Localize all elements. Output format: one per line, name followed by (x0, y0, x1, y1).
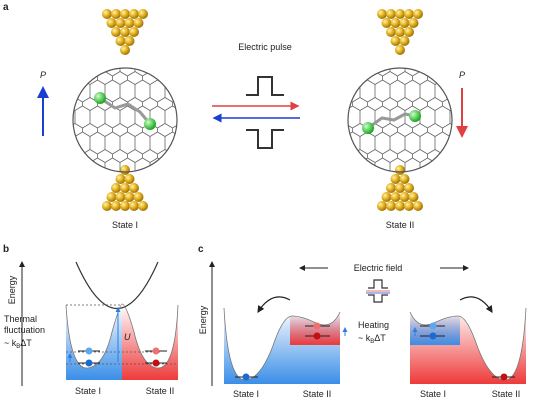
gold-atom (111, 27, 121, 37)
gold-atom (124, 174, 135, 184)
field-label: Electric field (354, 263, 403, 273)
formula: ~ kBΔT (4, 338, 32, 350)
gold-atom (404, 27, 414, 37)
state-label: State II (146, 386, 175, 396)
gold-atom (115, 174, 126, 184)
gold-atom (129, 201, 139, 211)
gold-atom (404, 9, 414, 19)
parabola (75, 261, 159, 309)
formula: ~ kBΔT (358, 333, 386, 345)
gold-atom (124, 36, 135, 46)
state-label: State II (386, 220, 415, 230)
gold-atom (404, 183, 414, 193)
gold-atom (395, 9, 405, 19)
pulse (246, 129, 284, 149)
gold-atom (390, 192, 401, 202)
panel-label: a (3, 2, 9, 13)
gold-atom (102, 201, 112, 211)
pulse-label: Electric pulse (238, 42, 292, 52)
gold-atom (386, 183, 396, 193)
cage-left (72, 67, 178, 173)
panel-label: c (198, 244, 204, 255)
gold-atom (390, 18, 401, 28)
gold-atom (120, 9, 130, 19)
gold-atom (129, 9, 139, 19)
axis-label: Energy (7, 275, 17, 304)
gold-atom (399, 18, 410, 28)
state-label: State II (303, 389, 332, 399)
gold-atom (106, 18, 117, 28)
gold-atom (111, 9, 121, 19)
gold-atom (381, 192, 392, 202)
gold-atom (133, 18, 144, 28)
gold-atom (404, 201, 414, 211)
gold-atom (124, 18, 135, 28)
gold-atom (111, 201, 121, 211)
gold-atom (386, 9, 396, 19)
gold-atom (381, 18, 392, 28)
thermal-label: fluctuation (4, 325, 45, 335)
gold-atom (408, 18, 419, 28)
state-label: State I (233, 389, 259, 399)
gold-atom (395, 201, 405, 211)
gold-atom (115, 18, 126, 28)
p-label: P (459, 70, 465, 80)
thermal-label: Thermal (4, 314, 37, 324)
gold-atom (129, 27, 139, 37)
p-label: P (40, 70, 46, 80)
gold-atom (399, 192, 410, 202)
gold-atom (386, 27, 396, 37)
gold-atom (399, 174, 410, 184)
state-label: State II (492, 389, 521, 399)
gold-atom (395, 27, 405, 37)
gold-atom (413, 201, 423, 211)
axis-label: Energy (198, 305, 208, 334)
gold-atom (377, 9, 387, 19)
gold-atom (395, 45, 405, 55)
gold-atom (377, 201, 387, 211)
gold-atom (386, 201, 396, 211)
gold-atom (138, 201, 148, 211)
cage-right (347, 67, 453, 173)
gold-atom (120, 45, 130, 55)
state-label: State I (112, 220, 138, 230)
gold-atom (120, 183, 130, 193)
gold-atom (395, 183, 405, 193)
gold-atom (120, 201, 130, 211)
gold-atom (399, 36, 410, 46)
pulse (246, 76, 284, 96)
well (66, 304, 122, 380)
gold-atom (115, 192, 126, 202)
gold-atom (408, 192, 419, 202)
gold-atom (111, 183, 121, 193)
gold-tips (102, 9, 423, 211)
gold-atom (133, 192, 144, 202)
state-label: State I (420, 389, 446, 399)
well (122, 304, 178, 380)
heating-label: Heating (358, 320, 389, 330)
gold-atom (115, 36, 126, 46)
gold-atom (106, 192, 117, 202)
barrier-label: U (124, 332, 131, 342)
gold-atom (129, 183, 139, 193)
gold-atom (124, 192, 135, 202)
state-label: State I (75, 386, 101, 396)
gold-atom (390, 36, 401, 46)
gold-atom (138, 9, 148, 19)
gold-atom (120, 27, 130, 37)
gold-atom (102, 9, 112, 19)
gold-atom (413, 9, 423, 19)
panel-label: b (3, 244, 9, 255)
gold-atom (390, 174, 401, 184)
